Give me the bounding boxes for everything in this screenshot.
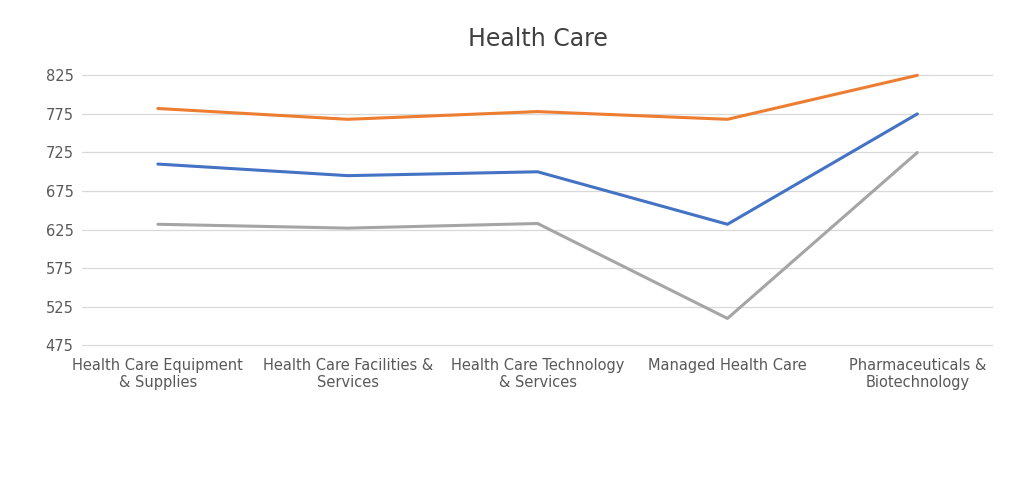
Title: Health Care: Health Care (468, 27, 607, 51)
Avg + 1SD (531, 109, 544, 115)
Avg - 1SD (531, 221, 544, 227)
Avg + 1SD (721, 116, 733, 122)
Line: Average: Average (158, 114, 918, 224)
Line: Avg - 1SD: Avg - 1SD (158, 153, 918, 318)
Average (531, 169, 544, 175)
Average (342, 173, 354, 179)
Average (721, 221, 733, 227)
Avg + 1SD (342, 116, 354, 122)
Avg - 1SD (911, 150, 924, 156)
Average (152, 161, 164, 167)
Avg - 1SD (342, 225, 354, 231)
Avg + 1SD (152, 105, 164, 111)
Line: Avg + 1SD: Avg + 1SD (158, 75, 918, 119)
Avg - 1SD (152, 221, 164, 227)
Average (911, 111, 924, 117)
Avg - 1SD (721, 315, 733, 321)
Avg + 1SD (911, 72, 924, 78)
